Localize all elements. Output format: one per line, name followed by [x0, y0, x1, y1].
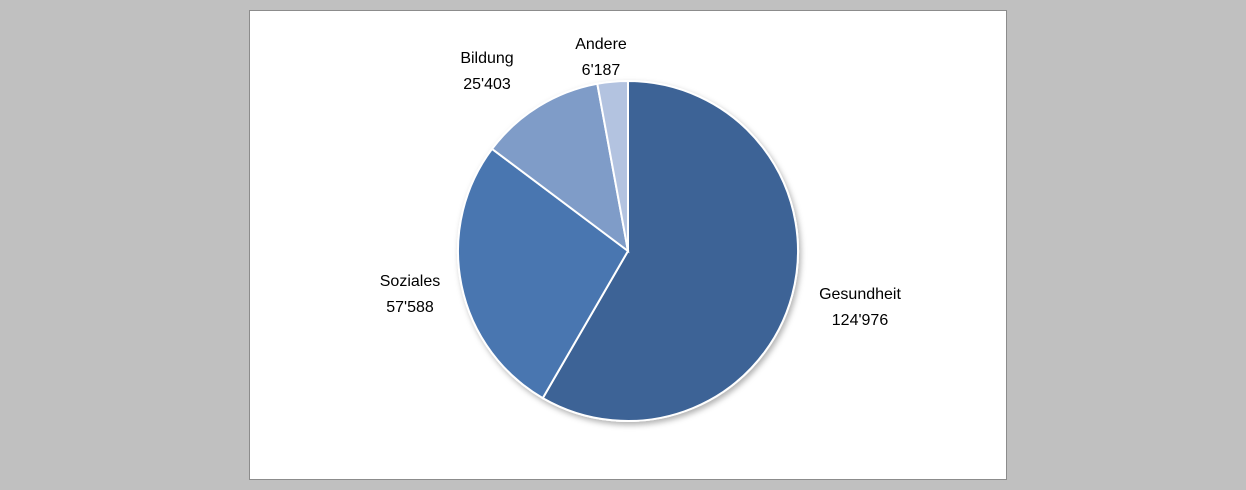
pie-slice	[596, 79, 629, 252]
slice-label-name: Gesundheit	[819, 286, 901, 303]
pie	[457, 79, 799, 422]
pie-slice	[541, 79, 799, 422]
slice-label-name: Bildung	[460, 50, 513, 67]
slice-label-value: 6'187	[582, 62, 621, 79]
slice-label-value: 57'588	[386, 299, 434, 316]
slice-label-name: Andere	[575, 36, 627, 53]
pie-slice	[457, 147, 630, 400]
pie-slice	[490, 82, 630, 254]
slice-label-value: 25'403	[463, 76, 511, 93]
slice-label-name: Soziales	[380, 273, 440, 290]
slice-label-value: 124'976	[832, 312, 889, 329]
